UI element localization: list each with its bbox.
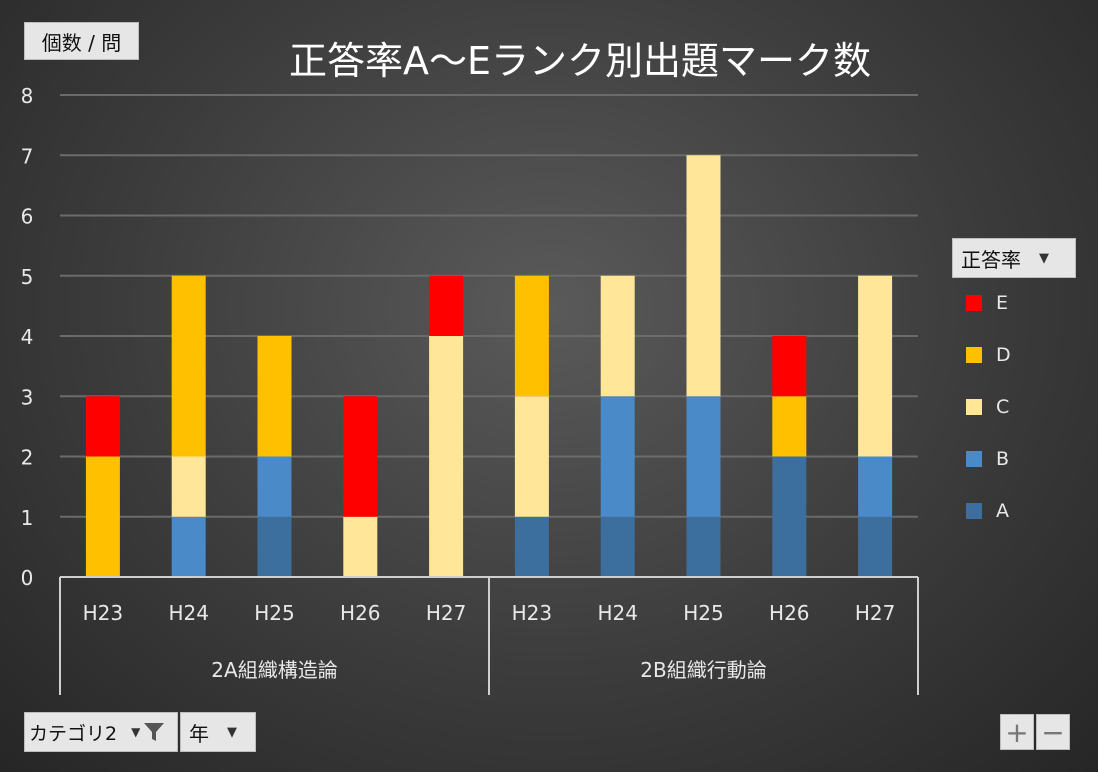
- sort-arrow-icon: ▼: [131, 725, 141, 739]
- legend-item: E: [966, 292, 1008, 314]
- bar-segment-A: [858, 516, 893, 577]
- bar-segment-E: [429, 275, 464, 336]
- y-tick-label: 0: [21, 566, 34, 590]
- bar-segment-C: [343, 516, 378, 577]
- bar-segment-E: [343, 396, 378, 517]
- bar-segment-C: [429, 336, 464, 577]
- dropdown-arrow-icon: ▼: [227, 724, 237, 740]
- y-axis-field-button[interactable]: 個数 / 問: [24, 22, 139, 60]
- x-tick-label: H27: [855, 601, 896, 625]
- bar-segment-B: [600, 396, 635, 517]
- dropdown-arrow-icon: ▼: [1039, 250, 1049, 266]
- y-tick-label: 7: [21, 144, 34, 168]
- bar-segment-C: [600, 275, 635, 397]
- x-tick-label: H25: [683, 601, 724, 625]
- y-tick-label: 6: [21, 205, 34, 229]
- legend-item: D: [966, 344, 1011, 366]
- legend-swatch: [966, 503, 982, 519]
- x-tick-label: H26: [340, 601, 381, 625]
- legend-label: E: [996, 292, 1009, 314]
- plus-icon: +: [1005, 715, 1029, 749]
- category-filter-button[interactable]: カテゴリ2 ▼: [24, 712, 178, 752]
- filter-icon: [144, 723, 165, 741]
- bar-segment-D: [171, 275, 206, 457]
- legend-item: C: [966, 396, 1009, 418]
- bar-segment-C: [514, 396, 549, 517]
- legend-label: C: [996, 396, 1010, 418]
- y-tick-label: 3: [21, 385, 34, 409]
- bar-segment-E: [772, 336, 807, 397]
- legend-swatch: [966, 399, 982, 415]
- y-tick-label: 2: [21, 446, 34, 470]
- bar-segment-C: [686, 155, 721, 397]
- legend-swatch: [966, 347, 982, 363]
- y-tick-label: 5: [21, 265, 34, 289]
- bar-segment-E: [85, 396, 120, 457]
- year-filter-button[interactable]: 年 ▼: [180, 712, 256, 752]
- legend-item: A: [966, 500, 1009, 522]
- bar-segment-A: [514, 516, 549, 577]
- legend-item: B: [966, 448, 1009, 470]
- year-filter-label: 年: [189, 721, 209, 746]
- zoom-out-button[interactable]: −: [1036, 714, 1070, 750]
- bar-segment-D: [772, 396, 807, 457]
- bar-segment-A: [600, 516, 635, 577]
- bar-segment-B: [257, 456, 292, 517]
- x-tick-label: H24: [168, 601, 209, 625]
- y-axis-field-label: 個数 / 問: [41, 30, 122, 55]
- y-tick-label: 4: [21, 325, 34, 349]
- x-tick-label: H25: [254, 601, 295, 625]
- group-label: 2A組織構造論: [211, 658, 337, 682]
- x-tick-label: H24: [597, 601, 638, 625]
- y-tick-label: 8: [21, 84, 34, 108]
- bar-segment-B: [686, 396, 721, 517]
- legend-swatch: [966, 451, 982, 467]
- bar-segment-A: [772, 456, 807, 577]
- bar-segment-C: [171, 456, 206, 517]
- x-tick-label: H23: [83, 601, 124, 625]
- zoom-in-button[interactable]: +: [1000, 714, 1034, 750]
- group-label: 2B組織行動論: [640, 658, 766, 682]
- bar-segment-A: [686, 516, 721, 577]
- x-tick-label: H23: [512, 601, 553, 625]
- legend-swatch: [966, 295, 982, 311]
- bar-segment-B: [171, 516, 206, 577]
- x-tick-label: H26: [769, 601, 810, 625]
- legend-label: B: [996, 448, 1010, 470]
- bar-segment-D: [85, 456, 120, 577]
- x-tick-label: H27: [426, 601, 467, 625]
- bar-segment-D: [257, 336, 292, 457]
- y-tick-label: 1: [21, 506, 34, 530]
- category-filter-label: カテゴリ2: [29, 722, 118, 745]
- minus-icon: −: [1041, 715, 1065, 749]
- bar-segment-C: [858, 275, 893, 457]
- legend-label: A: [996, 500, 1009, 522]
- bar-segment-A: [257, 516, 292, 577]
- chart-title: 正答率A～Eランク別出題マーク数: [288, 39, 871, 83]
- bar-segment-B: [858, 456, 893, 517]
- legend-label: D: [996, 344, 1011, 366]
- bar-segment-D: [514, 275, 549, 397]
- legend-field-label: 正答率: [961, 247, 1021, 272]
- legend-field-button[interactable]: 正答率 ▼: [952, 238, 1076, 278]
